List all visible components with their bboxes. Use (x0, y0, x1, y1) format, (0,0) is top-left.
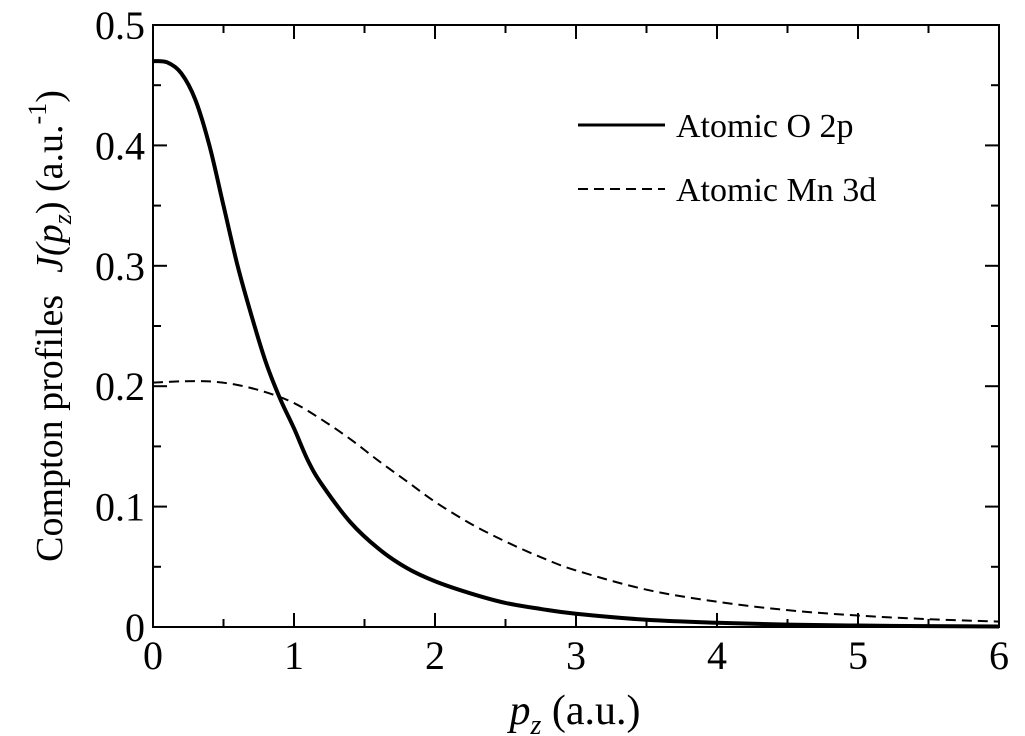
y-tick-label: 0.1 (95, 485, 145, 530)
legend-label-series-2: Atomic Mn 3d (676, 172, 876, 209)
legend: Atomic O 2p Atomic Mn 3d (578, 108, 876, 209)
x-tick-label: 5 (848, 633, 868, 678)
plot-frame (152, 24, 1000, 628)
x-axis-label-symbol: p (506, 688, 530, 734)
axis-ticks (152, 24, 1000, 628)
y-tick-label: 0.5 (95, 3, 145, 48)
x-axis-label-subscript: z (529, 710, 541, 736)
series-line-2 (152, 380, 1000, 623)
y-tick-label: 0.4 (95, 123, 145, 168)
series-line-1 (152, 59, 1000, 629)
y-axis-label: Compton profiles J(pz) (a.u.-1) (23, 90, 77, 562)
x-tick-label: 6 (989, 633, 1009, 678)
x-tick-label: 1 (284, 633, 304, 678)
legend-label-series-1: Atomic O 2p (676, 108, 854, 145)
x-axis-label: pz (a.u.) (506, 688, 640, 736)
y-axis-label-prefix: Compton profiles (29, 295, 71, 562)
x-tick-label: 3 (566, 633, 586, 678)
y-axis-label-units-close: ) (29, 90, 71, 103)
x-tick-label: 4 (707, 633, 727, 678)
y-axis-label-subscript: z (48, 214, 77, 225)
y-tick-label: 0 (125, 605, 145, 650)
y-axis-label-func: J( (29, 241, 71, 273)
x-tick-label: 0 (143, 633, 163, 678)
y-axis-label-close: ) (29, 202, 71, 215)
y-axis-label-symbol: p (29, 224, 71, 246)
y-axis-label-units: (a.u. (29, 124, 71, 201)
y-tick-label: 0.2 (95, 364, 145, 409)
y-axis-label-superscript: -1 (23, 103, 52, 125)
tick-labels: 0 1 2 3 4 5 6 0 0.1 0.2 0.3 0.4 0.5 (95, 3, 1009, 678)
series-layer (152, 59, 1000, 629)
x-tick-label: 2 (425, 633, 445, 678)
x-axis-label-units: (a.u.) (541, 688, 640, 734)
y-tick-label: 0.3 (95, 244, 145, 289)
